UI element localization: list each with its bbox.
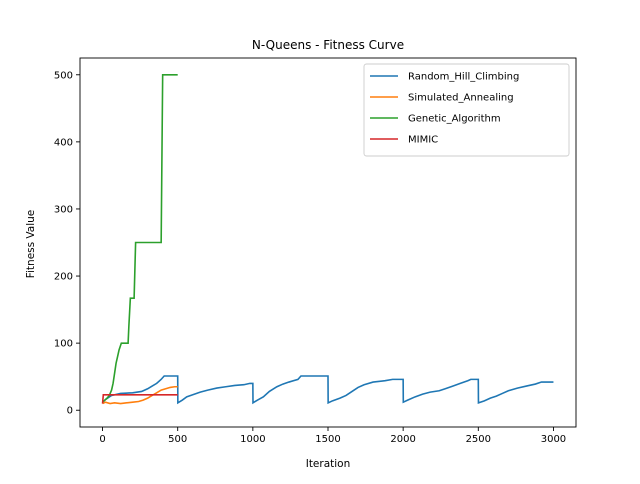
legend-label-simulated-annealing: Simulated_Annealing — [408, 93, 514, 104]
legend: Random_Hill_Climbing Simulated_Annealing G… — [363, 63, 570, 157]
y-tick-label: 500 — [54, 70, 73, 81]
x-tick-label: 3000 — [541, 434, 566, 445]
y-tick-label: 400 — [54, 137, 73, 148]
legend-label-genetic-algorithm: Genetic_Algorithm — [408, 114, 501, 125]
y-tick-label: 100 — [54, 339, 73, 350]
x-axis-label: Iteration — [306, 458, 351, 470]
x-tick-label: 0 — [99, 434, 105, 445]
x-tick-label: 2000 — [390, 434, 415, 445]
y-axis-label: Fitness Value — [25, 210, 37, 279]
legend-label-random-hill-climbing: Random_Hill_Climbing — [408, 72, 519, 83]
x-tick-label: 500 — [168, 434, 187, 445]
x-tick-label: 2500 — [466, 434, 491, 445]
plot-area — [79, 57, 577, 428]
chart-title: N-Queens - Fitness Curve — [252, 38, 404, 52]
y-tick-label: 0 — [67, 406, 73, 417]
y-axis-ticks: 0 100 200 300 400 500 — [54, 70, 80, 417]
y-tick-label: 300 — [54, 204, 73, 215]
series-line-simulated-annealing — [102, 385, 178, 405]
legend-box — [363, 63, 570, 157]
legend-label-mimic: MIMIC — [408, 135, 438, 146]
series-line-mimic — [101, 394, 178, 404]
x-axis-ticks: 0 500 1000 1500 2000 2500 3000 — [99, 427, 566, 445]
y-tick-label: 200 — [54, 272, 73, 283]
series-line-random-hill-climbing — [102, 375, 554, 405]
x-tick-label: 1500 — [315, 434, 340, 445]
x-tick-label: 1000 — [240, 434, 265, 445]
